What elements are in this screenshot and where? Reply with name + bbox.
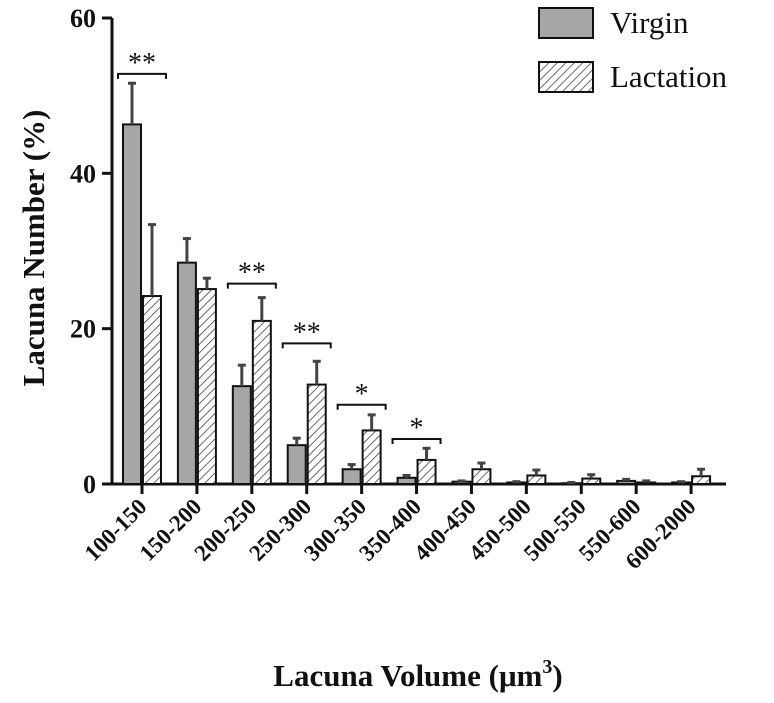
y-axis: 0 20 40 60 <box>70 4 114 499</box>
significance-label: * <box>410 413 424 444</box>
bar-lactation <box>526 474 547 485</box>
bar-virgin <box>122 123 142 486</box>
error-bars-group <box>128 81 706 484</box>
bar-lactation <box>251 319 272 485</box>
x-axis-title-close: ) <box>552 658 562 693</box>
y-tick-label: 0 <box>83 470 96 499</box>
bar-lactation <box>142 295 162 485</box>
bar-virgin <box>286 444 307 485</box>
y-axis-title: Lacuna Number (%) <box>16 110 51 387</box>
bars-group <box>122 123 712 486</box>
bar-virgin <box>341 468 362 486</box>
significance-label: ** <box>293 317 321 348</box>
bar-lactation <box>196 288 217 485</box>
legend: Virgin Lactation <box>538 5 728 94</box>
bar-lactation <box>471 468 492 486</box>
legend-label-virgin: Virgin <box>610 5 689 40</box>
significance-label: * <box>355 379 369 410</box>
bar-lactation <box>691 475 712 486</box>
significance-bracket <box>117 72 167 79</box>
y-tick-label: 40 <box>70 159 96 188</box>
bar-virgin <box>396 476 417 485</box>
bar-lactation <box>361 429 382 486</box>
legend-swatch-virgin <box>538 7 594 39</box>
x-axis-title: Lacuna Volume (μm3) <box>273 656 562 693</box>
y-tick-label: 20 <box>70 315 96 344</box>
significance-label: ** <box>238 258 266 289</box>
y-tick-label: 60 <box>70 4 96 33</box>
bar-lactation <box>306 383 327 485</box>
bar-lactation <box>581 477 602 485</box>
significance-label: ** <box>128 48 156 79</box>
significance-bracket <box>226 282 277 289</box>
x-axis: 100-150150-200200-250250-300300-350350-4… <box>80 482 726 574</box>
bar-virgin <box>231 385 252 486</box>
bar-virgin <box>176 261 197 485</box>
legend-label-lactation: Lactation <box>610 59 728 94</box>
bar-lactation <box>416 458 437 486</box>
significance-group: ******** <box>117 48 442 444</box>
x-axis-title-superscript: 3 <box>542 656 552 678</box>
significance-bracket <box>281 342 332 349</box>
significance-bracket <box>336 403 387 410</box>
bar-virgin <box>616 479 637 486</box>
legend-swatch-lactation <box>538 61 594 93</box>
bar-lactation <box>636 481 657 485</box>
x-axis-title-main: Lacuna Volume (μm <box>273 658 542 693</box>
significance-bracket <box>391 437 442 444</box>
